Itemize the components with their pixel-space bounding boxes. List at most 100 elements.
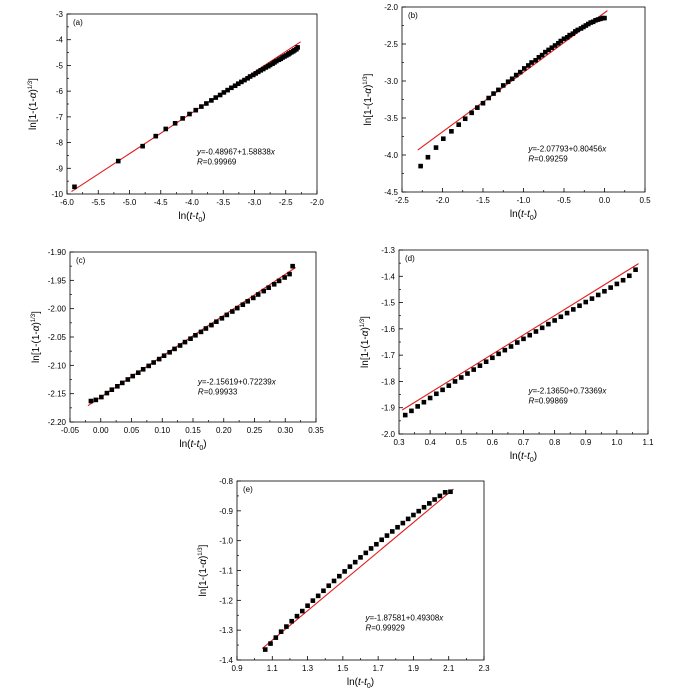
fit-r-rhs: =0.99869: [534, 397, 568, 406]
data-point: [469, 110, 474, 116]
data-point: [368, 546, 374, 551]
data-point: [433, 145, 439, 150]
x-axis-label-close: ): [203, 439, 206, 450]
x-axis-label-close: ): [534, 209, 537, 220]
fit-equation-y: y: [196, 147, 202, 156]
x-tick-label: -4.0: [185, 198, 199, 207]
y-tick-label: -1.5: [381, 299, 395, 308]
data-point: [146, 363, 152, 369]
y-axis-label-main: ln[1-(1-: [363, 94, 374, 126]
y-tick-label: -1.4: [219, 656, 233, 665]
data-point: [221, 90, 227, 95]
x-axis-label-sub: 0: [367, 683, 371, 690]
y-axis-label-main: ln[1-(1-: [360, 336, 371, 368]
x-tick-label: 0.5: [456, 438, 468, 447]
y-tick-label: -1.3: [219, 626, 233, 635]
data-point: [496, 351, 501, 357]
y-tick-label: -0.9: [219, 507, 233, 516]
x-axis-label-t: t: [527, 451, 531, 462]
y-tick-label: -1.95: [48, 276, 67, 285]
x-axis-label: ln(t-t0): [510, 451, 537, 464]
data-point: [586, 21, 591, 27]
y-tick-label: -0.8: [219, 477, 233, 486]
y-tick-label: -4.5: [384, 188, 398, 197]
plot-frame: [398, 249, 649, 435]
x-tick-label: 0.35: [308, 426, 324, 435]
data-point: [290, 263, 295, 269]
x-tick-label: 0.5: [639, 196, 651, 205]
data-point: [262, 647, 268, 652]
data-point: [193, 333, 198, 338]
data-point: [115, 384, 120, 389]
data-point: [274, 58, 279, 64]
data-point: [295, 45, 300, 50]
data-point: [88, 398, 94, 404]
data-point: [514, 340, 520, 345]
y-axis-label-close: ): [31, 322, 42, 325]
x-tick-label: 1.1: [642, 438, 654, 447]
fit-equation-rhs: =-2.07793+0.80456: [532, 144, 602, 153]
data-point: [517, 69, 523, 75]
x-tick-label: 0.25: [247, 426, 263, 435]
fit-equation-y: y: [527, 144, 533, 153]
data-point: [583, 23, 589, 28]
data-point: [577, 303, 582, 309]
x-axis-label-t: t: [190, 439, 194, 450]
data-point: [266, 285, 271, 290]
data-point: [575, 27, 581, 33]
x-axis-label-sub: 0: [199, 445, 203, 452]
data-point: [477, 363, 483, 368]
x-tick-label: 0.8: [549, 438, 561, 447]
data-point: [588, 20, 594, 25]
chart-panel-5: 0.9 1.1 1.3 1.5 1.7 1.9 2.1 2.3 -1.4 -1.3 -1.2 -1.1…: [198, 477, 490, 690]
data-point: [219, 316, 225, 321]
data-point: [589, 296, 595, 301]
x-tick-label: 1.7: [373, 664, 385, 673]
x-axis-label-main: ln(: [510, 209, 522, 220]
data-point: [536, 55, 542, 60]
data-point: [99, 394, 104, 400]
data-point: [496, 87, 501, 93]
data-point: [315, 593, 321, 599]
panel-label: (e): [243, 485, 253, 494]
data-point: [595, 292, 601, 298]
x-axis-label-main: ln(: [178, 211, 190, 222]
data-point: [258, 68, 264, 73]
data-point: [440, 387, 445, 393]
data-point: [402, 412, 408, 418]
data-point: [209, 98, 214, 103]
data-point: [411, 512, 416, 518]
y-tick-label: -1.1: [219, 567, 233, 576]
y-tick-label: -1.2: [219, 596, 233, 605]
data-point: [104, 390, 110, 396]
x-tick-label: 1.9: [408, 664, 420, 673]
data-point: [483, 359, 489, 365]
x-tick-label: 0.10: [154, 426, 170, 435]
data-point: [449, 129, 454, 134]
x-tick-label: 0.6: [487, 438, 499, 447]
y-tick-label: -1.8: [381, 377, 395, 386]
data-point: [491, 91, 496, 96]
x-tick-label: -4.5: [154, 198, 168, 207]
data-point: [409, 408, 414, 414]
data-point: [505, 79, 511, 85]
y-tick-label: -1.6: [381, 325, 395, 334]
panel-label: (b): [408, 11, 418, 20]
data-point: [558, 314, 564, 320]
data-point: [199, 104, 204, 109]
data-point: [561, 36, 567, 42]
chart-panel-2: -2.5 -2.0 -1.5 -1.0 -0.5 0.0 0.5 -4.5 -4.0 -3.5 -3…: [363, 3, 651, 222]
y-axis-label: ln[1-(1-α)1/3]: [31, 311, 42, 363]
data-point: [247, 74, 253, 79]
data-point: [172, 346, 177, 352]
fit-equation: y=-2.15619+0.72239x: [197, 378, 277, 387]
data-point: [418, 163, 423, 169]
x-tick-label: 0.05: [124, 426, 140, 435]
fit-equation: y=-2.13650+0.73369x: [527, 387, 607, 396]
y-axis-label: ln[1-(1-α)1/3]: [360, 316, 371, 368]
data-point: [217, 92, 223, 98]
x-tick-label: 2.1: [443, 664, 455, 673]
y-tick-label: -1.90: [48, 248, 67, 257]
x-axis-label-t: t: [364, 677, 368, 688]
data-point: [590, 19, 596, 25]
